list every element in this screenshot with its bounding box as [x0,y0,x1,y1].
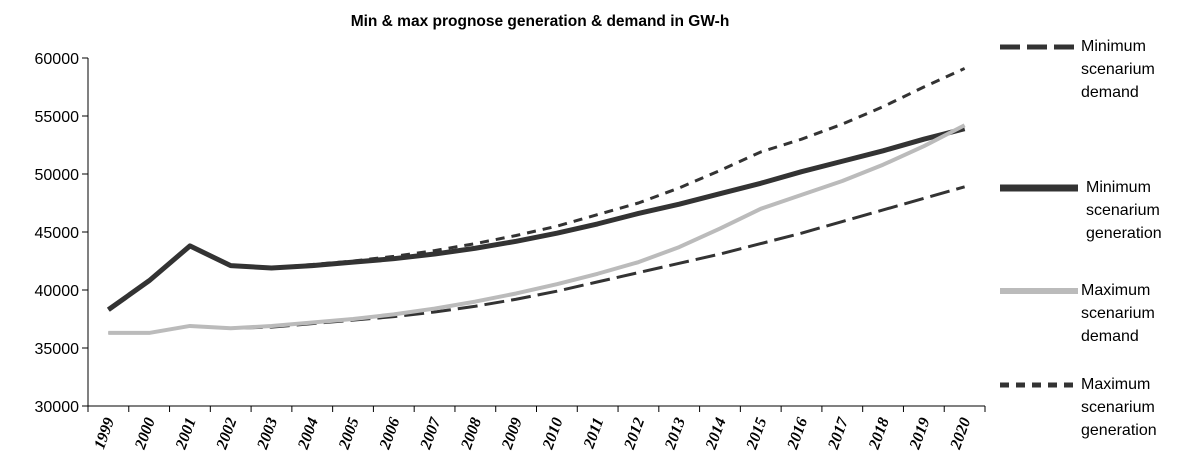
x-tick-label: 2008 [458,416,485,453]
y-tick-label: 50000 [35,167,80,184]
legend-label: Minimum scenarium demand [1081,38,1155,101]
y-tick-label: 60000 [35,51,80,68]
legend-label: Minimum scenarium generation [1086,179,1162,242]
series-line [108,185,966,335]
x-tick-label: 2013 [662,416,689,453]
x-tick-label: 2005 [336,416,363,453]
y-tick-label: 35000 [35,341,80,358]
x-tick-label: 2004 [295,416,322,453]
y-tick-label: 30000 [35,399,80,416]
x-tick-label: 1999 [91,416,118,452]
x-tick-label: 2011 [580,416,607,452]
legend-label: Maximum scenarium demand [1081,282,1155,345]
x-tick-label: 2012 [621,416,648,453]
x-tick-label: 2003 [254,416,281,453]
x-tick-label: 2006 [376,416,403,453]
chart-title: Min & max prognose generation & demand i… [351,13,730,30]
y-tick-label: 55000 [35,109,80,126]
y-tick-label: 45000 [35,225,80,242]
series-line [106,126,966,312]
x-tick-label: 2007 [417,415,445,453]
x-tick-label: 2016 [784,416,811,453]
series-line [108,123,966,335]
x-tick-label: 2020 [947,416,974,453]
x-tick-label: 2018 [866,416,893,453]
x-tick-label: 2015 [743,416,770,453]
series-line [107,67,966,311]
x-tick-label: 2002 [213,416,240,453]
x-tick-label: 2017 [825,415,853,453]
y-tick-label: 40000 [35,283,80,300]
x-tick-label: 2019 [906,416,933,453]
x-tick-label: 2000 [132,416,159,453]
x-tick-label: 2010 [539,416,566,453]
legend-label: Maximum scenarium generation [1081,376,1157,439]
x-tick-label: 2009 [499,416,526,453]
x-tick-label: 2014 [702,416,729,453]
x-tick-label: 2001 [172,416,199,453]
